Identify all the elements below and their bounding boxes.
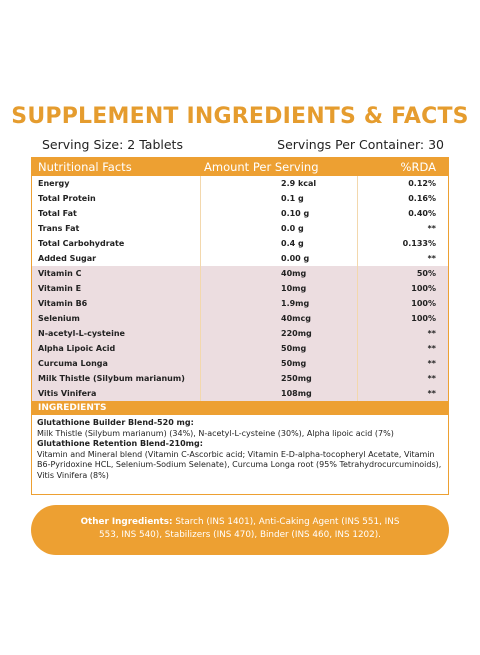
rda: ** <box>427 254 436 263</box>
amount: 0.0 g <box>281 224 304 233</box>
amount: 40mcg <box>281 314 311 323</box>
amount: 50mg <box>281 359 307 368</box>
nutrient-name: Added Sugar <box>38 254 97 263</box>
amount: 220mg <box>281 329 312 338</box>
amount: 10mg <box>281 284 307 293</box>
amount: 1.9mg <box>281 299 310 308</box>
nutrient-name: Energy <box>38 179 70 188</box>
amount: 0.1 g <box>281 194 304 203</box>
table-row: N-acetyl-L-cysteine 220mg ** <box>32 326 448 341</box>
nutrient-name: Milk Thistle (Silybum marianum) <box>38 374 185 383</box>
blend-name: Glutathione Retention Blend-210mg: <box>37 439 203 448</box>
rda: 0.133% <box>402 239 436 248</box>
nutrient-name: Vitis Vinifera <box>38 389 97 398</box>
ingredients-list: Glutathione Builder Blend-520 mg: Milk Th… <box>37 418 442 481</box>
table-row: Milk Thistle (Silybum marianum) 250mg ** <box>32 371 448 386</box>
table-row: Curcuma Longa 50mg ** <box>32 356 448 371</box>
nutrient-name: Vitamin C <box>38 269 82 278</box>
table-header: Nutritional Facts Amount Per Serving %RD… <box>32 158 448 176</box>
amount: 108mg <box>281 389 312 398</box>
table-row: Alpha Lipoic Acid 50mg ** <box>32 341 448 356</box>
rda: ** <box>427 344 436 353</box>
rda: ** <box>427 329 436 338</box>
nutrient-name: Curcuma Longa <box>38 359 108 368</box>
blend-name: Glutathione Builder Blend-520 mg: <box>37 418 194 427</box>
other-text: Starch (INS 1401), Anti-Caking Agent (IN… <box>99 517 400 540</box>
other-ingredients: Other Ingredients: Starch (INS 1401), An… <box>31 505 449 555</box>
table-row: Vitis Vinifera 108mg ** <box>32 386 448 401</box>
column-separator <box>200 176 201 401</box>
blend-text: Vitamin and Mineral blend (Vitamin C-Asc… <box>37 449 442 480</box>
header-cell: Amount Per Serving <box>204 160 319 174</box>
nutrient-name: Vitamin B6 <box>38 299 88 308</box>
ingredients-header: INGREDIENTS <box>32 401 448 415</box>
amount: 0.10 g <box>281 209 310 218</box>
table-row: Total Protein 0.1 g 0.16% <box>32 191 448 206</box>
table-row: Trans Fat 0.0 g ** <box>32 221 448 236</box>
amount: 0.00 g <box>281 254 310 263</box>
nutrient-name: Total Carbohydrate <box>38 239 125 248</box>
nutrient-name: Vitamin E <box>38 284 82 293</box>
table-row: Energy 2.9 kcal 0.12% <box>32 176 448 191</box>
column-separator <box>357 176 358 401</box>
rda: 100% <box>411 314 436 323</box>
header-cell: Nutritional Facts <box>38 160 132 174</box>
nutrient-name: Total Protein <box>38 194 96 203</box>
blend-text: Milk Thistle (Silybum marianum) (34%), N… <box>37 428 394 438</box>
table-row: Vitamin B6 1.9mg 100% <box>32 296 448 311</box>
table-row: Total Carbohydrate 0.4 g 0.133% <box>32 236 448 251</box>
table-row: Selenium 40mcg 100% <box>32 311 448 326</box>
amount: 250mg <box>281 374 312 383</box>
facts-table: Nutritional Facts Amount Per Serving %RD… <box>31 157 449 495</box>
nutrient-name: Total Fat <box>38 209 77 218</box>
table-row: Vitamin C 40mg 50% <box>32 266 448 281</box>
nutrient-name: N-acetyl-L-cysteine <box>38 329 125 338</box>
table-row: Added Sugar 0.00 g ** <box>32 251 448 266</box>
serving-size: Serving Size: 2 Tablets <box>42 137 183 152</box>
servings-per-container: Servings Per Container: 30 <box>277 137 444 152</box>
nutrient-name: Alpha Lipoic Acid <box>38 344 116 353</box>
ingredients-title: INGREDIENTS <box>38 403 107 413</box>
title: SUPPLEMENT INGREDIENTS & FACTS <box>11 104 469 129</box>
nutrient-name: Trans Fat <box>38 224 80 233</box>
other-label: Other Ingredients: <box>80 517 173 527</box>
rda: 100% <box>411 299 436 308</box>
header-cell: %RDA <box>400 160 436 174</box>
nutrient-name: Selenium <box>38 314 80 323</box>
table-row: Total Fat 0.10 g 0.40% <box>32 206 448 221</box>
rda: ** <box>427 359 436 368</box>
amount: 2.9 kcal <box>281 179 317 188</box>
rda: 100% <box>411 284 436 293</box>
rda: ** <box>427 389 436 398</box>
rda: 0.12% <box>408 179 436 188</box>
rda: 0.16% <box>408 194 436 203</box>
amount: 40mg <box>281 269 307 278</box>
amount: 50mg <box>281 344 307 353</box>
rda: 0.40% <box>408 209 436 218</box>
rda: 50% <box>416 269 436 278</box>
amount: 0.4 g <box>281 239 304 248</box>
rda: ** <box>427 374 436 383</box>
table-row: Vitamin E 10mg 100% <box>32 281 448 296</box>
rda: ** <box>427 224 436 233</box>
